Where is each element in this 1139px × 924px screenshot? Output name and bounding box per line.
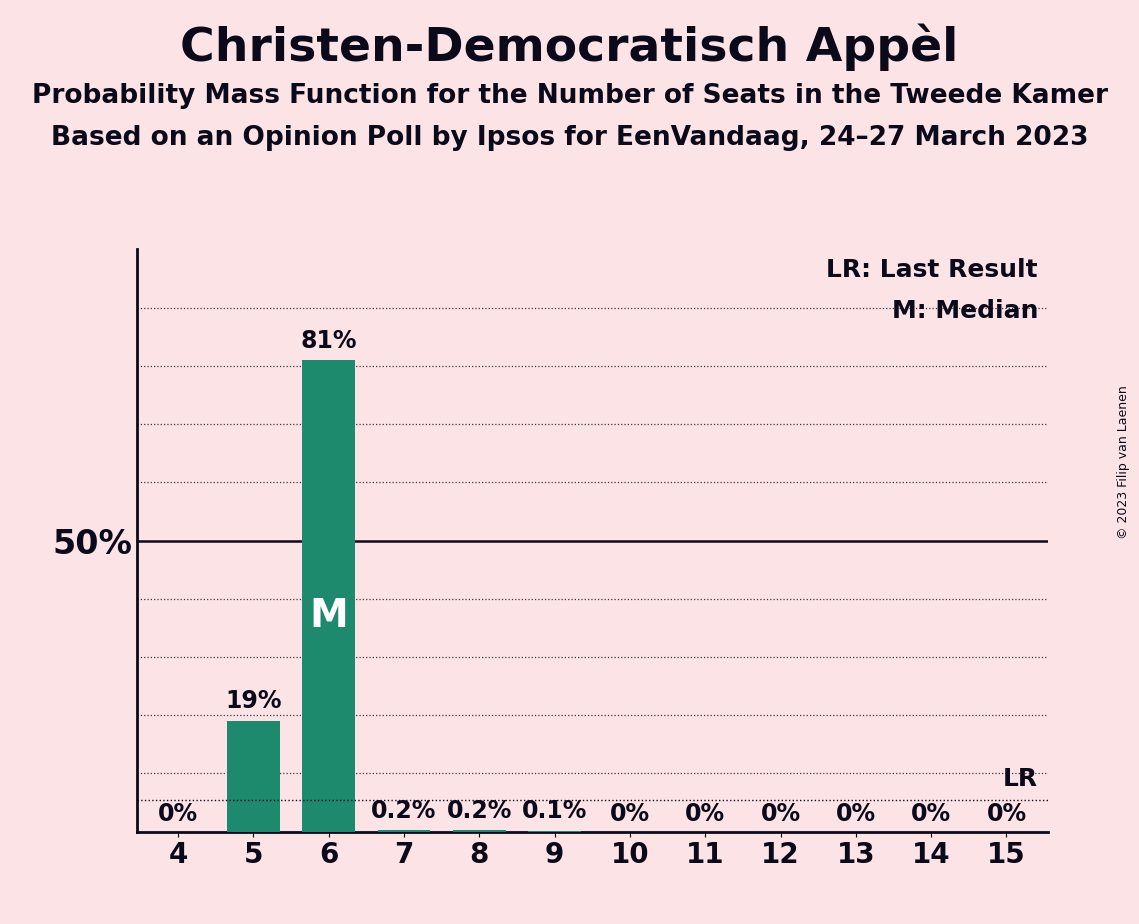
Text: 0%: 0% <box>609 802 650 826</box>
Bar <box>302 360 355 832</box>
Text: M: M <box>310 597 349 635</box>
Text: Probability Mass Function for the Number of Seats in the Tweede Kamer: Probability Mass Function for the Number… <box>32 83 1107 109</box>
Text: 0%: 0% <box>986 802 1026 826</box>
Text: 0%: 0% <box>761 802 801 826</box>
Text: LR: Last Result: LR: Last Result <box>827 258 1038 282</box>
Text: M: Median: M: Median <box>892 299 1038 323</box>
Text: 0.1%: 0.1% <box>522 799 588 823</box>
Bar <box>227 721 280 832</box>
Text: 0%: 0% <box>686 802 726 826</box>
Text: Based on an Opinion Poll by Ipsos for EenVandaag, 24–27 March 2023: Based on an Opinion Poll by Ipsos for Ee… <box>51 125 1088 151</box>
Text: LR: LR <box>1003 767 1038 791</box>
Text: 0%: 0% <box>836 802 876 826</box>
Bar <box>453 831 506 832</box>
Text: 0.2%: 0.2% <box>371 799 436 823</box>
Text: 0%: 0% <box>158 802 198 826</box>
Text: 81%: 81% <box>301 329 357 353</box>
Bar <box>378 831 431 832</box>
Text: 0.2%: 0.2% <box>446 799 513 823</box>
Text: 0%: 0% <box>911 802 951 826</box>
Text: 19%: 19% <box>226 689 281 713</box>
Text: Christen-Democratisch Appèl: Christen-Democratisch Appèl <box>180 23 959 70</box>
Text: © 2023 Filip van Laenen: © 2023 Filip van Laenen <box>1117 385 1130 539</box>
